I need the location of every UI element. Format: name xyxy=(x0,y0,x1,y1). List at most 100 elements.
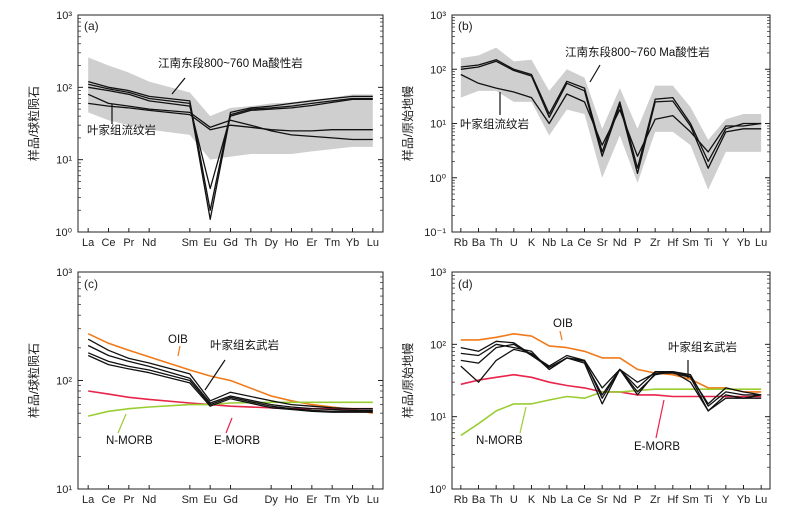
x-tick-label: Tm xyxy=(324,494,340,506)
series-line-sample-5 xyxy=(460,348,762,412)
annotation-label: OIB xyxy=(168,334,188,346)
panel-label: (b) xyxy=(458,19,473,33)
annotation-leader xyxy=(559,330,563,341)
x-tick-label: Dy xyxy=(264,237,278,249)
x-tick-label: Er xyxy=(306,494,317,506)
x-tick-label: P xyxy=(634,494,641,506)
annotation-label: 江南东段800~760 Ma酸性岩 xyxy=(565,45,710,59)
x-tick-label: Ti xyxy=(704,237,713,249)
x-tick-label: K xyxy=(528,237,536,249)
series-line-sample-6 xyxy=(87,352,373,412)
x-tick-label: Gd xyxy=(223,494,238,506)
x-tick-label: Lu xyxy=(755,494,767,506)
annotation-label: 江南东段800~760 Ma酸性岩 xyxy=(158,56,303,70)
x-tick-label: Yb xyxy=(346,237,359,249)
y-axis-label: 样品/原始地幔 xyxy=(400,343,415,418)
x-tick-label: La xyxy=(561,237,574,249)
x-tick-label: Zr xyxy=(650,237,661,249)
range-band xyxy=(88,57,373,160)
x-tick-label: Ba xyxy=(472,494,486,506)
annotation-label: OIB xyxy=(553,318,573,330)
annotation-leader xyxy=(171,77,186,95)
x-tick-label: Lu xyxy=(367,237,379,249)
y-tick-label: 10³ xyxy=(430,267,446,279)
x-tick-label: Lu xyxy=(367,494,379,506)
x-tick-label: Sm xyxy=(182,237,199,249)
y-tick-label: 10¹ xyxy=(56,484,72,496)
x-tick-label: Pr xyxy=(123,237,134,249)
annotation-label: E-MORB xyxy=(214,435,260,447)
x-tick-label: Hf xyxy=(667,494,679,506)
x-tick-label: Ce xyxy=(577,237,591,249)
annotation-label: N-MORB xyxy=(106,435,153,447)
y-tick-label: 10² xyxy=(430,339,446,351)
x-tick-label: Yb xyxy=(737,237,750,249)
x-tick-label: Rb xyxy=(454,494,468,506)
x-tick-label: Ce xyxy=(101,237,115,249)
x-tick-label: La xyxy=(82,494,95,506)
x-tick-label: Ba xyxy=(472,237,486,249)
series-line-n-morb xyxy=(88,401,373,417)
series-line-e-morb xyxy=(88,390,373,410)
y-tick-label: 10⁰ xyxy=(429,173,446,185)
x-tick-label: Sr xyxy=(597,494,608,506)
x-tick-label: Th xyxy=(244,237,257,249)
series-line-sample-4 xyxy=(87,93,373,141)
series-line-sample-3 xyxy=(460,73,762,157)
panel-1: 10³ 10² 10¹ 10⁰ La Ce Pr Nd Sm Eu Gd Th Dy Ho Er Tm Yb Lu… xyxy=(26,10,384,249)
x-tick-label: Eu xyxy=(203,237,216,249)
x-tick-label: Nd xyxy=(613,494,627,506)
x-tick-label: Nb xyxy=(542,237,556,249)
y-axis-label: 样品/球粒陨石 xyxy=(26,86,41,161)
x-tick-label: Sm xyxy=(682,494,699,506)
series-line-sample-2 xyxy=(460,60,762,175)
x-tick-label: Nd xyxy=(142,237,156,249)
series-line-oib xyxy=(460,333,762,393)
panel-2: 10³ 10² 10¹ 10⁰ 10⁻¹ Rb Ba Th U K Nb La Ce Sr Nd P Zr Hf S… xyxy=(400,10,771,249)
x-tick-label: P xyxy=(634,237,641,249)
y-tick-label: 10³ xyxy=(56,267,72,279)
y-tick-label: 10² xyxy=(56,376,72,388)
panel-3: 10³ 10² 10¹ La Ce Pr Nd Sm Eu Gd Dy Ho Er Tm Yb Lu (c) 样品… xyxy=(26,267,384,506)
series-line-oib xyxy=(87,332,373,414)
y-tick-label: 10¹ xyxy=(430,119,446,131)
annotation-label: E-MORB xyxy=(634,441,680,453)
x-tick-label: Dy xyxy=(264,494,278,506)
series-line-sample-5 xyxy=(87,344,373,412)
x-tick-label: Nb xyxy=(542,494,556,506)
y-tick-label: 10⁰ xyxy=(55,227,72,239)
series-line-n-morb xyxy=(460,388,762,437)
x-tick-label: Yb xyxy=(346,494,359,506)
annotation-leader xyxy=(655,399,665,439)
x-tick-label: Ce xyxy=(577,494,591,506)
x-tick-label: Ti xyxy=(704,494,713,506)
annotation-leader xyxy=(589,64,601,83)
x-tick-label: Ho xyxy=(284,494,298,506)
x-tick-label: Eu xyxy=(203,494,216,506)
x-tick-label: Lu xyxy=(755,237,767,249)
annotation-label: 叶家组玄武岩 xyxy=(210,338,279,352)
series-line-sample-7 xyxy=(87,354,373,413)
x-tick-label: Sm xyxy=(182,494,199,506)
y-tick-label: 10² xyxy=(430,64,446,76)
x-tick-label: U xyxy=(510,494,518,506)
plot-frame xyxy=(451,271,771,490)
y-tick-label: 10⁻¹ xyxy=(424,227,446,239)
x-tick-label: Y xyxy=(722,237,730,249)
panel-label: (a) xyxy=(84,19,99,33)
annotation-leader xyxy=(204,359,226,391)
x-tick-label: Nd xyxy=(613,237,627,249)
annotation-label: 叶家组流纹岩 xyxy=(460,117,529,131)
x-tick-label: Th xyxy=(490,494,503,506)
y-tick-label: 10¹ xyxy=(56,155,72,167)
x-tick-label: Ce xyxy=(101,494,115,506)
series-line-sample-6 xyxy=(460,343,762,407)
annotation-leader xyxy=(117,413,127,434)
x-tick-label: Th xyxy=(490,237,503,249)
x-tick-label: Hf xyxy=(667,237,679,249)
series-line-sample-2 xyxy=(88,83,373,220)
x-tick-label: Nd xyxy=(142,494,156,506)
y-tick-label: 10³ xyxy=(56,10,72,22)
annotation-leader xyxy=(519,406,527,434)
x-tick-label: Yb xyxy=(737,494,750,506)
